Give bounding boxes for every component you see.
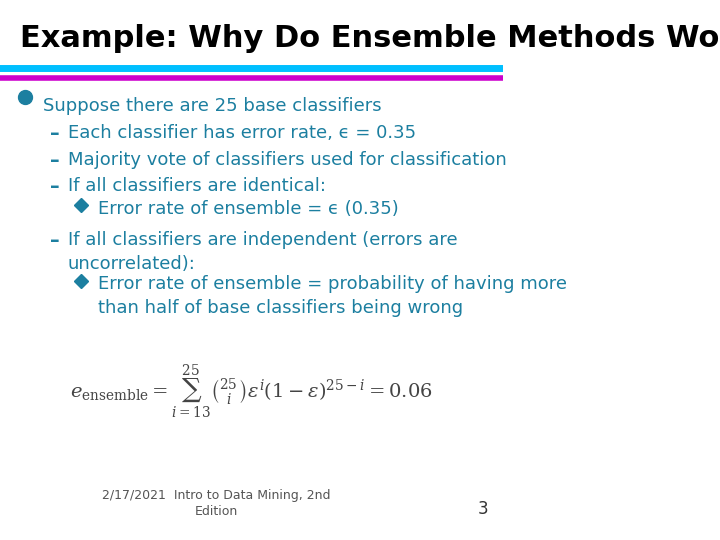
Text: If all classifiers are independent (errors are
uncorrelated):: If all classifiers are independent (erro… [68,231,458,273]
Text: Example: Why Do Ensemble Methods Work?: Example: Why Do Ensemble Methods Work? [20,24,720,53]
Text: –: – [50,177,60,196]
Text: Suppose there are 25 base classifiers: Suppose there are 25 base classifiers [42,97,382,115]
Text: 3: 3 [477,501,488,518]
Text: 2/17/2021  Intro to Data Mining, 2nd
Edition: 2/17/2021 Intro to Data Mining, 2nd Edit… [102,489,330,518]
Text: Majority vote of classifiers used for classification: Majority vote of classifiers used for cl… [68,151,507,169]
Text: Error rate of ensemble = probability of having more
than half of base classifier: Error rate of ensemble = probability of … [98,275,567,317]
Text: If all classifiers are identical:: If all classifiers are identical: [68,177,326,195]
Text: –: – [50,151,60,170]
Text: Each classifier has error rate, ϵ = 0.35: Each classifier has error rate, ϵ = 0.35 [68,124,416,142]
Text: –: – [50,231,60,250]
Text: –: – [50,124,60,143]
Text: Error rate of ensemble = ϵ (0.35): Error rate of ensemble = ϵ (0.35) [98,200,399,218]
Text: $e_{\mathrm{ensemble}} = \sum_{i=13}^{25} \binom{25}{i} \epsilon^i (1-\epsilon)^: $e_{\mathrm{ensemble}} = \sum_{i=13}^{25… [71,362,433,421]
